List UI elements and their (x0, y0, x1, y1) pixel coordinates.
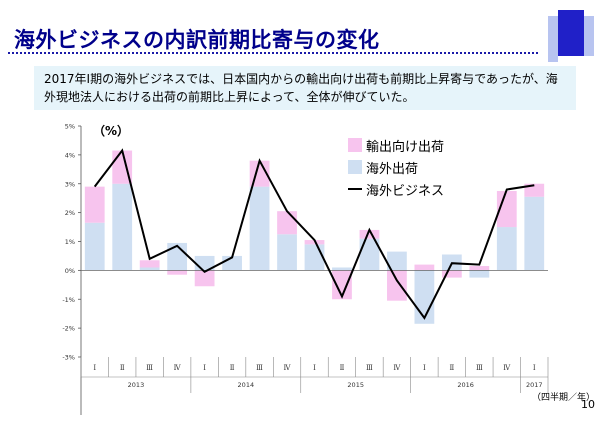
legend-item-overseas: 海外出荷 (348, 156, 444, 178)
bar-export (277, 211, 297, 235)
legend-item-total: 海外ビジネス (348, 178, 444, 200)
bar-export (84, 186, 105, 223)
y-tick-label: 5% (65, 123, 75, 131)
x-tick-label-quarter: Ⅲ (256, 364, 263, 372)
y-tick-label: -2% (62, 325, 75, 333)
bar-overseas (249, 186, 270, 271)
x-tick-label-quarter: Ⅳ (174, 364, 182, 372)
header-decoration-block (558, 10, 584, 56)
summary-box: 2017年Ⅰ期の海外ビジネスでは、日本国内からの輸出向け出荷も前期比上昇寄与であ… (34, 66, 576, 110)
bar-export (496, 190, 517, 228)
y-tick-label: 2% (65, 209, 75, 217)
x-tick-label-year: 2015 (347, 381, 364, 389)
x-tick-label-quarter: Ⅲ (366, 364, 373, 372)
legend-item-export: 輸出向け出荷 (348, 134, 444, 156)
bar-overseas (304, 244, 325, 271)
x-tick-label-year: 2016 (457, 381, 474, 389)
bar-overseas (359, 238, 380, 271)
bar-export (167, 270, 188, 275)
x-tick-label-quarter: Ⅱ (120, 364, 125, 372)
legend-label-total: 海外ビジネス (366, 183, 445, 199)
bar-export (359, 229, 380, 239)
x-tick-label-quarter: Ⅰ (93, 364, 96, 372)
bar-export (414, 264, 435, 271)
x-tick-label-quarter: Ⅰ (203, 364, 206, 372)
y-unit-label: （%） (93, 124, 130, 138)
y-tick-label: 1% (65, 238, 75, 246)
x-tick-label-quarter: Ⅳ (284, 364, 292, 372)
bar-overseas (387, 251, 407, 271)
x-tick-label-quarter: Ⅰ (533, 364, 536, 372)
bar-overseas (414, 270, 435, 324)
x-tick-label-year: 2013 (128, 381, 145, 389)
y-tick-label: 0% (65, 267, 75, 275)
y-tick-label: 4% (65, 151, 75, 159)
page-number: 10 (581, 398, 595, 411)
legend-swatch-export (348, 138, 362, 152)
bar-export (194, 270, 215, 287)
bar-overseas (84, 222, 105, 271)
bar-export (332, 270, 352, 300)
bar-export (469, 266, 490, 271)
x-tick-label-quarter: Ⅳ (393, 364, 401, 372)
x-tick-label-quarter: Ⅱ (340, 364, 345, 372)
bar-export (387, 270, 407, 301)
legend-swatch-total (348, 188, 362, 190)
x-tick-label-quarter: Ⅲ (476, 364, 483, 372)
bar-export (112, 150, 133, 184)
x-tick-label-quarter: Ⅰ (423, 364, 426, 372)
x-unit-label: （四半期／年） (532, 393, 596, 403)
bar-export (524, 183, 545, 197)
bar-overseas (112, 183, 133, 271)
legend-swatch-overseas (348, 160, 362, 174)
x-tick-label-quarter: Ⅳ (503, 364, 511, 372)
bar-export (139, 260, 160, 268)
x-tick-label-year: 2017 (526, 381, 543, 389)
bar-overseas (277, 234, 297, 271)
bar-overseas (139, 267, 160, 271)
bar-overseas (469, 270, 490, 278)
y-tick-label: 3% (65, 180, 75, 188)
header-decoration-light (548, 16, 558, 62)
x-tick-label-quarter: Ⅰ (313, 364, 316, 372)
bar-overseas (332, 267, 352, 271)
bar-export (441, 270, 462, 278)
legend-label-overseas: 海外出荷 (366, 161, 419, 177)
legend-label-export: 輸出向け出荷 (366, 139, 445, 155)
chart-legend: 輸出向け出荷 海外出荷 海外ビジネス (348, 134, 444, 200)
header-decoration-light-right (584, 16, 594, 56)
x-tick-label-year: 2014 (238, 381, 255, 389)
bar-overseas (524, 196, 545, 271)
y-tick-label: -1% (62, 296, 75, 304)
x-tick-label-quarter: Ⅱ (230, 364, 235, 372)
x-tick-label-quarter: Ⅱ (449, 364, 454, 372)
line-overseas-business (93, 148, 535, 320)
title-underline (8, 52, 538, 54)
page-title: 海外ビジネスの内訳前期比寄与の変化 (14, 28, 380, 52)
bar-overseas (496, 227, 517, 271)
x-tick-label-quarter: Ⅲ (146, 364, 153, 372)
y-tick-label: -3% (62, 354, 75, 362)
summary-text: 2017年Ⅰ期の海外ビジネスでは、日本国内からの輸出向け出荷も前期比上昇寄与であ… (44, 72, 558, 104)
